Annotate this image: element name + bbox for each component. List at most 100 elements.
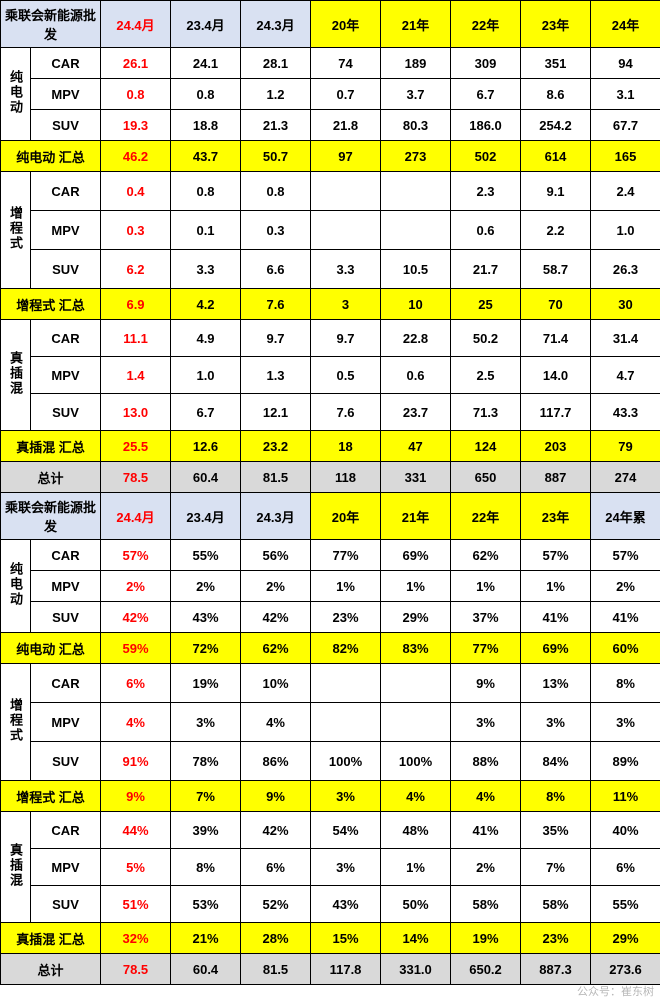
grand-cell: 60.4 bbox=[171, 954, 241, 985]
data-cell: 39% bbox=[171, 812, 241, 849]
subtotal-cell: 97 bbox=[311, 141, 381, 172]
subtotal-cell: 50.7 bbox=[241, 141, 311, 172]
subtotal-cell: 30 bbox=[591, 289, 660, 320]
grand-label: 总计 bbox=[1, 462, 101, 493]
data-cell: 21.7 bbox=[451, 250, 521, 289]
data-cell: 2% bbox=[241, 571, 311, 602]
data-cell: 51% bbox=[101, 886, 171, 923]
data-cell: 42% bbox=[101, 602, 171, 633]
data-cell: 0.8 bbox=[171, 79, 241, 110]
data-cell: 18.8 bbox=[171, 110, 241, 141]
data-cell: 5% bbox=[101, 849, 171, 886]
data-cell: 351 bbox=[521, 48, 591, 79]
data-cell: 29% bbox=[381, 602, 451, 633]
subtotal-cell: 11% bbox=[591, 781, 660, 812]
col-header: 23.4月 bbox=[171, 1, 241, 48]
nev-tables: 乘联会新能源批发24.4月23.4月24.3月20年21年22年23年24年纯电… bbox=[0, 0, 660, 985]
row-label: MPV bbox=[31, 703, 101, 742]
data-cell: 9.1 bbox=[521, 172, 591, 211]
data-cell: 0.4 bbox=[101, 172, 171, 211]
data-cell: 7% bbox=[521, 849, 591, 886]
data-cell: 91% bbox=[101, 742, 171, 781]
data-cell: 44% bbox=[101, 812, 171, 849]
data-cell: 3.3 bbox=[171, 250, 241, 289]
subtotal-cell: 273 bbox=[381, 141, 451, 172]
col-header: 24.3月 bbox=[241, 1, 311, 48]
data-cell: 6.2 bbox=[101, 250, 171, 289]
subtotal-cell: 9% bbox=[101, 781, 171, 812]
data-cell: 309 bbox=[451, 48, 521, 79]
data-cell: 3.3 bbox=[311, 250, 381, 289]
subtotal-cell: 82% bbox=[311, 633, 381, 664]
grand-cell: 331.0 bbox=[381, 954, 451, 985]
data-cell: 3% bbox=[311, 849, 381, 886]
col-header: 23年 bbox=[521, 1, 591, 48]
col-header: 22年 bbox=[451, 493, 521, 540]
data-cell bbox=[311, 664, 381, 703]
data-cell: 0.8 bbox=[171, 172, 241, 211]
subtotal-cell: 6.9 bbox=[101, 289, 171, 320]
grand-cell: 331 bbox=[381, 462, 451, 493]
data-cell: 94 bbox=[591, 48, 660, 79]
data-cell bbox=[381, 172, 451, 211]
subtotal-cell: 21% bbox=[171, 923, 241, 954]
grand-cell: 118 bbox=[311, 462, 381, 493]
grand-label: 总计 bbox=[1, 954, 101, 985]
data-cell: 71.3 bbox=[451, 394, 521, 431]
data-cell: 1.2 bbox=[241, 79, 311, 110]
col-header: 23年 bbox=[521, 493, 591, 540]
group-name: 纯电动 bbox=[1, 540, 31, 633]
subtotal-cell: 3% bbox=[311, 781, 381, 812]
data-cell: 13.0 bbox=[101, 394, 171, 431]
subtotal-cell: 4.2 bbox=[171, 289, 241, 320]
data-cell bbox=[381, 211, 451, 250]
data-cell: 31.4 bbox=[591, 320, 660, 357]
data-cell: 35% bbox=[521, 812, 591, 849]
subtotal-label: 增程式 汇总 bbox=[1, 289, 101, 320]
subtotal-cell: 23.2 bbox=[241, 431, 311, 462]
data-cell: 43.3 bbox=[591, 394, 660, 431]
data-cell bbox=[381, 703, 451, 742]
row-label: CAR bbox=[31, 664, 101, 703]
subtotal-cell: 69% bbox=[521, 633, 591, 664]
row-label: MPV bbox=[31, 571, 101, 602]
subtotal-cell: 29% bbox=[591, 923, 660, 954]
subtotal-cell: 25 bbox=[451, 289, 521, 320]
data-cell: 53% bbox=[171, 886, 241, 923]
data-cell: 58% bbox=[451, 886, 521, 923]
data-cell: 0.1 bbox=[171, 211, 241, 250]
data-cell: 3.1 bbox=[591, 79, 660, 110]
data-cell: 12.1 bbox=[241, 394, 311, 431]
data-cell: 6% bbox=[241, 849, 311, 886]
subtotal-cell: 77% bbox=[451, 633, 521, 664]
data-cell: 6.6 bbox=[241, 250, 311, 289]
grand-cell: 887.3 bbox=[521, 954, 591, 985]
data-cell: 56% bbox=[241, 540, 311, 571]
group-name: 增程式 bbox=[1, 664, 31, 781]
data-cell: 2% bbox=[101, 571, 171, 602]
data-cell: 77% bbox=[311, 540, 381, 571]
data-cell: 6% bbox=[591, 849, 660, 886]
grand-cell: 274 bbox=[591, 462, 660, 493]
data-cell: 41% bbox=[451, 812, 521, 849]
col-header: 24.4月 bbox=[101, 1, 171, 48]
data-cell: 9% bbox=[451, 664, 521, 703]
data-cell: 43% bbox=[311, 886, 381, 923]
data-cell: 89% bbox=[591, 742, 660, 781]
data-cell: 9.7 bbox=[241, 320, 311, 357]
row-label: SUV bbox=[31, 886, 101, 923]
subtotal-cell: 79 bbox=[591, 431, 660, 462]
data-cell: 8% bbox=[171, 849, 241, 886]
data-cell: 84% bbox=[521, 742, 591, 781]
data-cell: 100% bbox=[311, 742, 381, 781]
data-cell: 26.3 bbox=[591, 250, 660, 289]
row-label: MPV bbox=[31, 849, 101, 886]
subtotal-cell: 19% bbox=[451, 923, 521, 954]
subtotal-cell: 46.2 bbox=[101, 141, 171, 172]
grand-cell: 78.5 bbox=[101, 462, 171, 493]
subtotal-cell: 59% bbox=[101, 633, 171, 664]
data-cell: 1% bbox=[451, 571, 521, 602]
row-label: SUV bbox=[31, 110, 101, 141]
grand-cell: 81.5 bbox=[241, 954, 311, 985]
subtotal-cell: 124 bbox=[451, 431, 521, 462]
